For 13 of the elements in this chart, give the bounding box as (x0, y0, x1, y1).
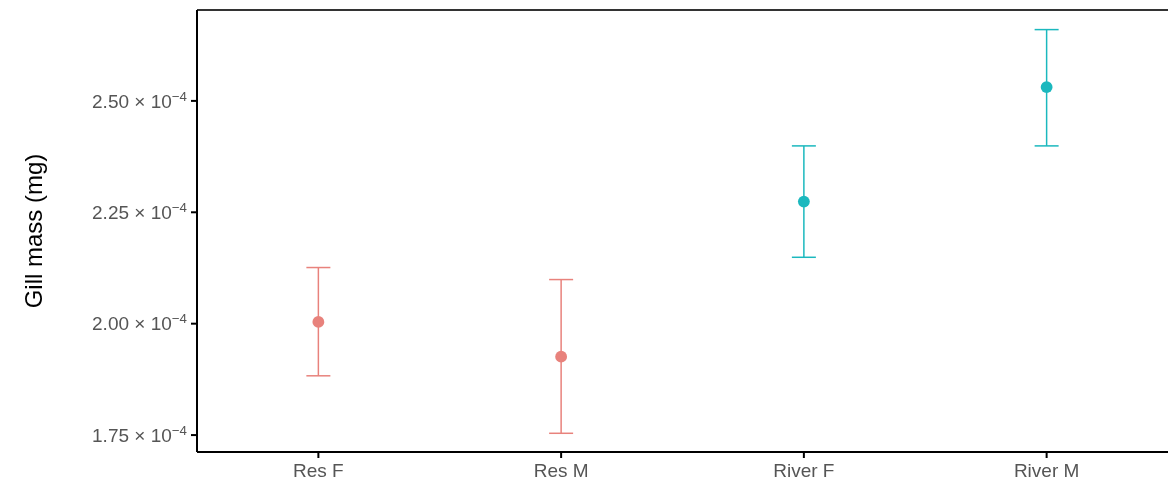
point (797, 195, 810, 208)
y-axis-title: Gill mass (mg) (20, 153, 47, 309)
point (555, 350, 568, 363)
y-tick-label: 2.00 × 10$^{−4}$ (92, 310, 187, 335)
y-tick-label: 1.75 × 10$^{−4}$ (92, 422, 187, 446)
x-tick-label: River M (1013, 460, 1080, 481)
y-tick-label: 2.25 × 10$^{−4}$ (92, 199, 187, 223)
x-tick-label: Res M (533, 460, 589, 481)
x-tick-label: River F (773, 460, 835, 481)
y-tick-label: 2.50 × 10$^{−4}$ (92, 88, 187, 112)
point (1040, 81, 1053, 93)
x-tick-label: Res F (293, 460, 344, 481)
point (312, 315, 325, 328)
